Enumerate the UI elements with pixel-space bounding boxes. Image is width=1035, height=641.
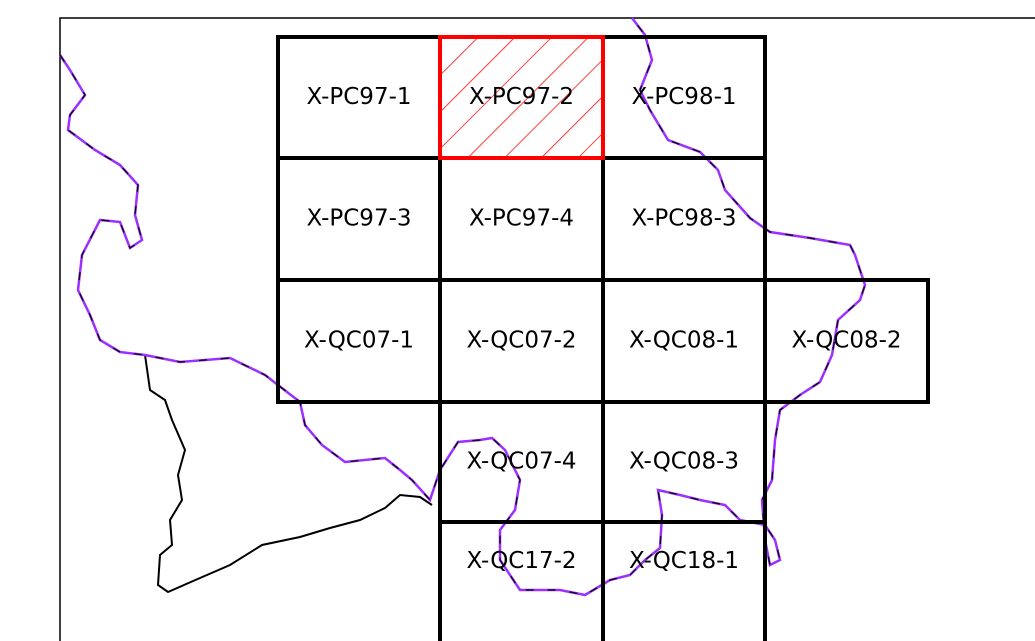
cell-label: X-PC97-2 (469, 84, 574, 110)
cell-label: X-PC97-1 (306, 84, 411, 110)
grid-cells: X-PC97-1 X-PC97-2 X-PC98-1 X-PC97-3 X-PC97-4… (276, 35, 930, 641)
map-frame (59, 17, 1035, 641)
cell-label: X-QC17-2 (466, 548, 576, 574)
cell-label: X-QC08-2 (791, 328, 901, 354)
grid-cell (763, 278, 930, 404)
cell-label: X-QC07-2 (466, 328, 576, 354)
cell-label: X-PC97-4 (469, 206, 574, 232)
cell-label: X-QC08-1 (629, 328, 739, 354)
cell-label: X-QC07-1 (304, 328, 414, 354)
cell-label: X-PC97-3 (306, 206, 411, 232)
grid-cell (601, 520, 767, 641)
boundary-black (144, 354, 433, 594)
grid-cell (438, 35, 605, 160)
grid-cell (438, 520, 605, 641)
selected-cell-border (438, 35, 605, 160)
cell-label: X-PC98-1 (631, 84, 736, 110)
boundary-purple (58, 17, 867, 597)
cell-label: X-PC98-3 (631, 206, 736, 232)
cell-label: X-QC08-3 (629, 449, 739, 475)
cell-label: X-QC07-4 (466, 449, 576, 475)
cell-label: X-QC18-1 (629, 548, 739, 574)
